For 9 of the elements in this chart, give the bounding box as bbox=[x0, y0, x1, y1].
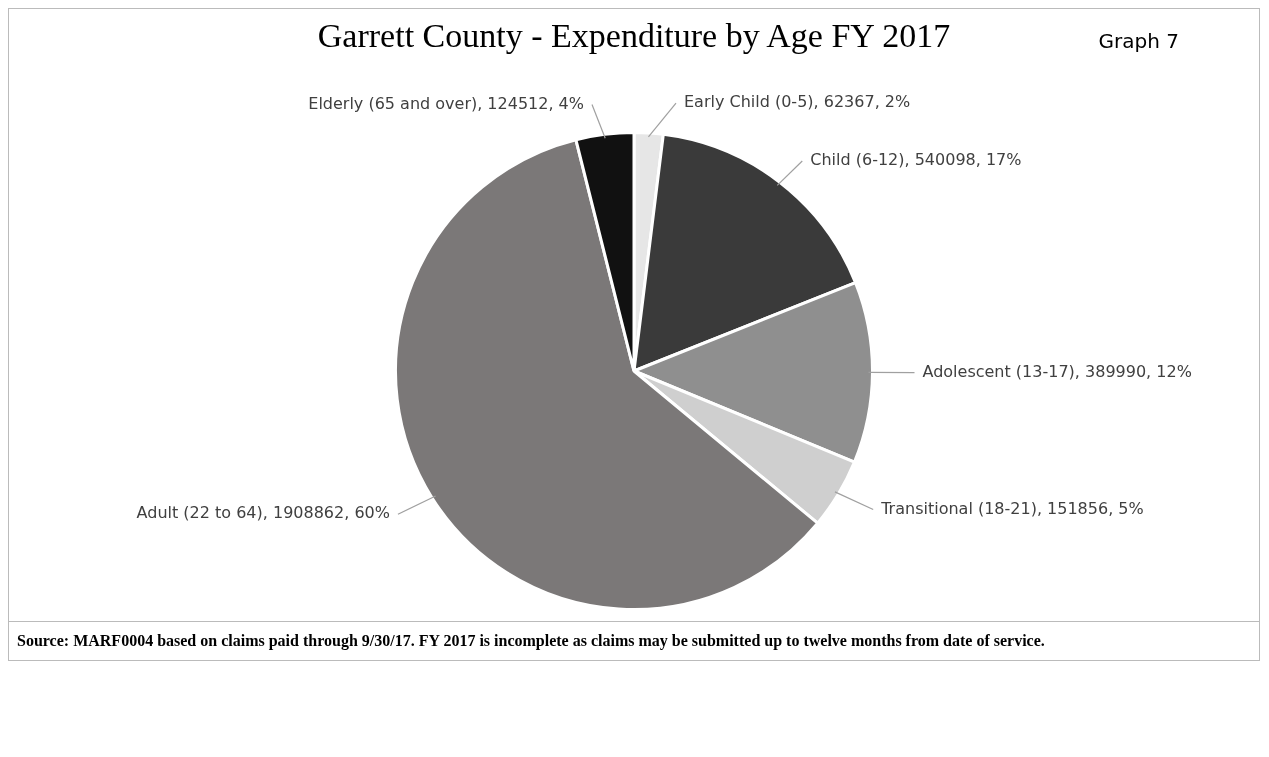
caption: Graph 7 bbox=[1098, 29, 1179, 53]
chart-title: Garrett County - Expenditure by Age FY 2017 bbox=[317, 17, 951, 54]
slice-label: Early Child (0-5), 62367, 2% bbox=[684, 92, 911, 112]
slice-label: Adolescent (13-17), 389990, 12% bbox=[922, 361, 1192, 381]
slice-label: Child (6-12), 540098, 17% bbox=[810, 150, 1022, 170]
source-note: Source: MARF0004 based on claims paid through 9/30/17. FY 2017 is incomplete as claims may be submitted up to twelve months from date of service. bbox=[17, 632, 1046, 650]
slice-label: Elderly (65 and over), 124512, 4% bbox=[308, 93, 584, 113]
slice-label: Adult (22 to 64), 1908862, 60% bbox=[136, 503, 390, 523]
slice-label: Transitional (18-21), 151856, 5% bbox=[880, 498, 1144, 518]
